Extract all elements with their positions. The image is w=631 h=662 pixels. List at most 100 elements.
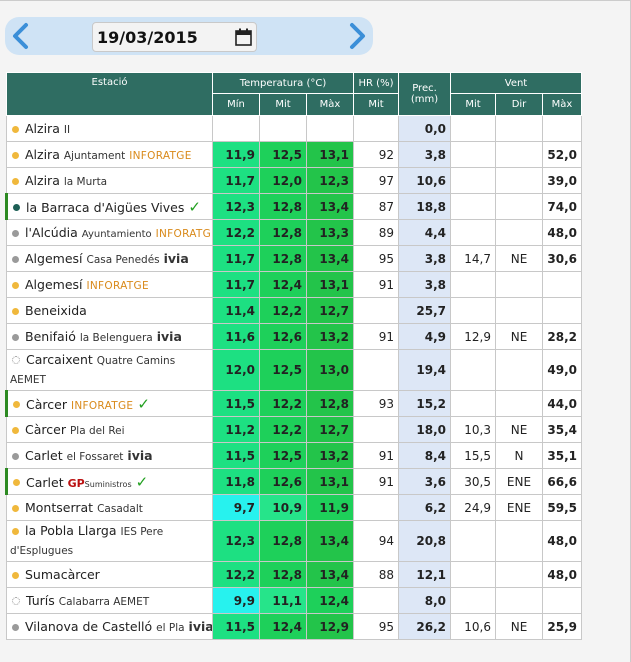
prec-value: 0,0 xyxy=(398,115,451,142)
gp-logo: GP xyxy=(67,476,85,490)
header-temperatura: Temperatura (°C) xyxy=(212,72,354,94)
table-row: Vilanova de Castelló el Pla ivia 11,5 12… xyxy=(6,613,582,640)
station-cell[interactable]: Càrcer INFORATGE ✓ xyxy=(5,390,213,417)
temp-max: 12,8 xyxy=(306,390,354,417)
hr-mit: 91 xyxy=(353,468,399,495)
station-cell[interactable]: l'Alcúdia Ayuntamiento INFORATGE xyxy=(6,219,213,246)
status-dot-icon xyxy=(12,504,19,512)
station-sub: II xyxy=(63,124,71,136)
gp-logo-sub: Suministros xyxy=(84,479,132,489)
temp-max: 13,2 xyxy=(306,323,354,350)
temp-mit: 12,2 xyxy=(259,416,307,443)
table-row: la Pobla Llarga IES Pere d'Esplugues 12,… xyxy=(6,520,582,562)
station-sub: el Pla xyxy=(156,622,185,634)
wind-max: 48,0 xyxy=(542,561,582,588)
ivia-logo: ivia xyxy=(188,619,213,634)
status-dot-icon xyxy=(12,356,20,364)
wind-dir: NE xyxy=(495,245,543,272)
hr-mit xyxy=(353,494,399,521)
prec-value: 3,6 xyxy=(398,468,451,495)
station-cell[interactable]: Alzira la Murta xyxy=(6,167,213,194)
table-row: Alzira Ajuntament INFORATGE 11,9 12,5 13… xyxy=(6,141,582,168)
wind-max: 44,0 xyxy=(542,390,582,417)
temp-mit: 12,6 xyxy=(259,468,307,495)
wind-mit xyxy=(450,587,496,614)
table-row: Carlet GPSuministros ✓ 11,8 12,6 13,1 91 … xyxy=(5,468,582,495)
weather-stations-table: Estació Temperatura (°C) HR (%) Prec. (m… xyxy=(5,72,582,640)
hr-mit: 97 xyxy=(353,167,399,194)
table-row: Alzira II 0,0 xyxy=(6,115,582,142)
station-cell[interactable]: Alzira II xyxy=(6,115,213,142)
hr-mit: 87 xyxy=(353,193,399,220)
status-dot-icon xyxy=(12,177,19,185)
station-cell[interactable]: Càrcer Pla del Rei xyxy=(6,416,213,443)
date-field[interactable] xyxy=(92,22,257,52)
header-temp-min: Mín xyxy=(212,93,260,116)
wind-dir xyxy=(495,219,543,246)
station-cell[interactable]: Algemesí INFORATGE xyxy=(6,271,213,298)
station-cell[interactable]: Algemesí Casa Penedés ivia xyxy=(6,245,213,272)
wind-max: 35,4 xyxy=(542,416,582,443)
hr-mit: 95 xyxy=(353,245,399,272)
status-dot-icon xyxy=(12,426,19,434)
wind-mit xyxy=(450,167,496,194)
chevron-left-icon[interactable] xyxy=(9,22,33,50)
station-name: la Pobla Llarga xyxy=(25,523,117,538)
date-input[interactable] xyxy=(97,27,217,47)
temp-min: 12,3 xyxy=(212,520,260,562)
temp-mit: 12,6 xyxy=(259,323,307,350)
header-vent-max: Màx xyxy=(542,93,582,116)
wind-dir xyxy=(495,297,543,324)
wind-dir xyxy=(495,587,543,614)
wind-max: 48,0 xyxy=(542,520,582,562)
temp-min xyxy=(212,115,260,142)
prec-value: 8,0 xyxy=(398,587,451,614)
hr-mit: 92 xyxy=(353,141,399,168)
wind-max: 35,1 xyxy=(542,442,582,469)
wind-dir: ENE xyxy=(495,468,543,495)
table-row: Càrcer Pla del Rei 11,2 12,2 12,7 18,0 1… xyxy=(6,416,582,443)
station-cell[interactable]: Montserrat Casadalt xyxy=(6,494,213,521)
wind-dir: ENE xyxy=(495,494,543,521)
wind-mit xyxy=(450,115,496,142)
temp-min: 11,7 xyxy=(212,245,260,272)
temp-min: 11,7 xyxy=(212,167,260,194)
temp-mit: 12,5 xyxy=(259,349,307,391)
temp-max: 12,7 xyxy=(306,416,354,443)
chevron-right-icon[interactable] xyxy=(345,22,369,50)
temp-min: 11,9 xyxy=(212,141,260,168)
status-dot-icon xyxy=(13,401,20,408)
wind-max: 30,6 xyxy=(542,245,582,272)
wind-mit: 24,9 xyxy=(450,494,496,521)
station-cell[interactable]: Turís Calabarra AEMET xyxy=(6,587,213,614)
temp-max: 13,3 xyxy=(306,219,354,246)
status-dot-icon xyxy=(12,229,19,237)
table-row: Carcaixent Quatre Camins AEMET 12,0 12,5… xyxy=(6,349,582,391)
temp-mit: 12,5 xyxy=(259,442,307,469)
temp-mit xyxy=(259,115,307,142)
wind-dir xyxy=(495,390,543,417)
prec-value: 18,8 xyxy=(398,193,451,220)
calendar-icon[interactable] xyxy=(235,28,252,46)
prec-value: 19,4 xyxy=(398,349,451,391)
status-dot-icon xyxy=(12,307,19,315)
temp-max: 12,3 xyxy=(306,167,354,194)
station-cell[interactable]: Vilanova de Castelló el Pla ivia xyxy=(6,613,213,640)
station-name: Beneixida xyxy=(25,303,87,318)
wind-dir: NE xyxy=(495,323,543,350)
inforatge-logo: INFORATGE xyxy=(86,280,149,292)
station-cell[interactable]: Alzira Ajuntament INFORATGE xyxy=(6,141,213,168)
station-cell[interactable]: la Pobla Llarga IES Pere d'Esplugues xyxy=(6,520,213,562)
station-cell[interactable]: Carcaixent Quatre Camins AEMET xyxy=(6,349,213,391)
hr-mit: 94 xyxy=(353,520,399,562)
station-cell[interactable]: Sumacàrcer xyxy=(6,561,213,588)
station-cell[interactable]: Beneixida xyxy=(6,297,213,324)
station-cell[interactable]: Carlet GPSuministros ✓ xyxy=(5,468,213,495)
station-cell[interactable]: Benifaió la Belenguera ivia xyxy=(6,323,213,350)
station-name: Algemesí xyxy=(25,277,83,292)
station-cell[interactable]: Carlet el Fossaret ivia xyxy=(6,442,213,469)
temp-min: 12,0 xyxy=(212,349,260,391)
station-cell[interactable]: la Barraca d'Aigües Vives ✓ xyxy=(5,193,213,220)
wind-mit: 30,5 xyxy=(450,468,496,495)
table-row: Algemesí INFORATGE 11,7 12,4 13,1 91 3,8 xyxy=(6,271,582,298)
